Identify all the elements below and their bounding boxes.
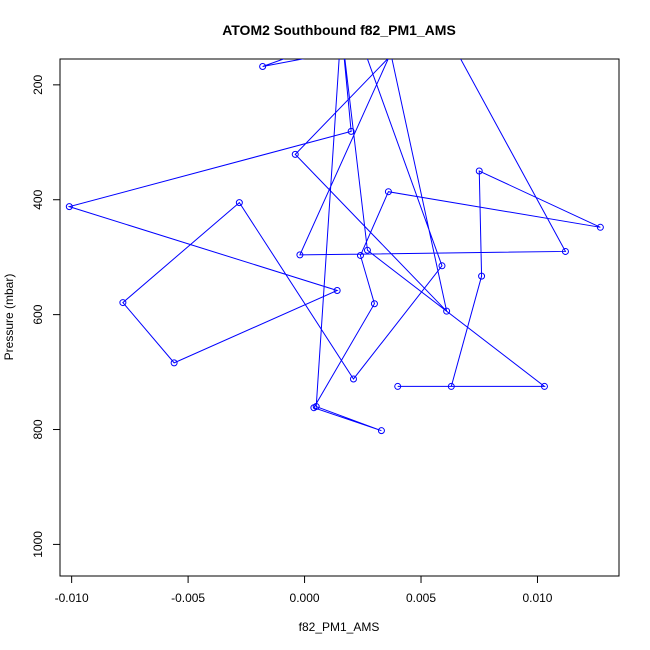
data-point bbox=[438, 262, 446, 270]
y-tick-label: 400 bbox=[31, 189, 45, 209]
data-point bbox=[259, 62, 267, 70]
x-tick-label: 0.000 bbox=[290, 591, 320, 605]
data-point bbox=[170, 359, 178, 367]
data-point bbox=[390, 50, 396, 56]
y-tick-label: 1000 bbox=[31, 531, 45, 558]
data-point bbox=[349, 375, 357, 383]
x-tick-label: 0.010 bbox=[522, 591, 552, 605]
data-point bbox=[310, 404, 318, 412]
data-point bbox=[356, 251, 364, 259]
data-point bbox=[333, 287, 341, 295]
x-axis-label: f82_PM1_AMS bbox=[299, 620, 380, 634]
series-layer bbox=[65, 47, 604, 435]
data-point bbox=[347, 127, 355, 135]
data-point bbox=[235, 199, 243, 207]
x-tick-label: -0.005 bbox=[171, 591, 205, 605]
data-point bbox=[377, 427, 385, 435]
data-point bbox=[388, 50, 394, 56]
y-axis-label: Pressure (mbar) bbox=[2, 274, 16, 361]
plot-frame bbox=[59, 58, 620, 577]
x-tick-label: 0.005 bbox=[406, 591, 436, 605]
data-point bbox=[453, 47, 459, 53]
data-point bbox=[296, 251, 304, 259]
y-tick-label: 800 bbox=[31, 419, 45, 439]
data-point bbox=[363, 246, 371, 254]
data-point bbox=[65, 203, 73, 211]
data-point bbox=[478, 272, 486, 280]
x-axis: -0.010 -0.005 0.000 0.005 0.010 bbox=[55, 575, 553, 605]
data-point bbox=[119, 299, 127, 307]
data-point bbox=[337, 50, 343, 56]
data-point bbox=[447, 382, 455, 390]
data-point bbox=[443, 307, 451, 315]
data-point bbox=[384, 188, 392, 196]
chart-title: ATOM2 Southbound f82_PM1_AMS bbox=[222, 22, 456, 38]
x-tick-label: -0.010 bbox=[55, 591, 89, 605]
data-point bbox=[540, 382, 548, 390]
y-tick-label: 600 bbox=[31, 304, 45, 324]
series-line bbox=[67, 59, 601, 432]
data-point bbox=[596, 223, 604, 231]
data-point bbox=[475, 167, 483, 175]
y-axis: 200 400 600 800 1000 bbox=[31, 75, 61, 558]
data-point bbox=[291, 150, 299, 158]
data-point bbox=[394, 382, 402, 390]
data-point bbox=[370, 300, 378, 308]
data-point bbox=[561, 247, 569, 255]
y-tick-label: 200 bbox=[31, 75, 45, 95]
